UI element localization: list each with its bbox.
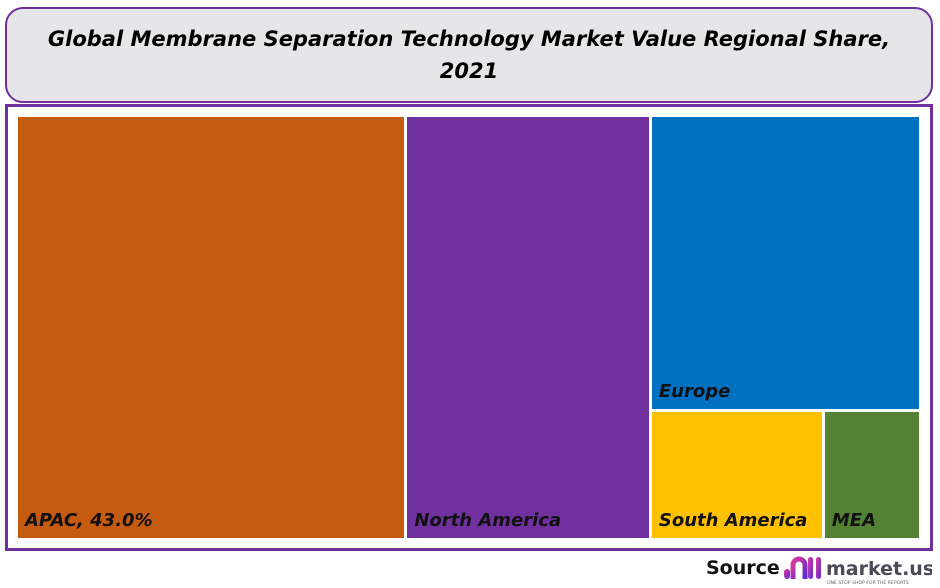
treemap-cell-europe: Europe xyxy=(651,117,919,410)
logo-tagline: ONE STOP SHOP FOR THE REPORTS xyxy=(827,580,909,586)
source-label: Source xyxy=(706,557,780,579)
treemap-cell-north-america: North America xyxy=(407,117,649,538)
treemap-cell-mea: MEA xyxy=(824,412,919,538)
treemap-label: APAC, 43.0% xyxy=(25,510,153,531)
treemap-label: North America xyxy=(414,510,562,531)
treemap-label: Europe xyxy=(658,381,731,403)
treemap-label: South America xyxy=(658,509,808,531)
logo-text: market.us xyxy=(826,558,932,580)
chart-title: Global Membrane Separation Technology Ma… xyxy=(47,27,891,83)
chart-title-box: Global Membrane Separation Technology Ma… xyxy=(5,7,933,103)
treemap-cell-south-america: South America xyxy=(651,412,822,538)
treemap: APAC, 43.0% North America Europe South Amer… xyxy=(18,117,919,538)
market-us-logo: market.us ONE STOP SHOP FOR THE REPORTS xyxy=(784,556,932,586)
treemap-cell-apac: APAC, 43.0% xyxy=(18,117,405,538)
treemap-label: MEA xyxy=(831,509,877,531)
